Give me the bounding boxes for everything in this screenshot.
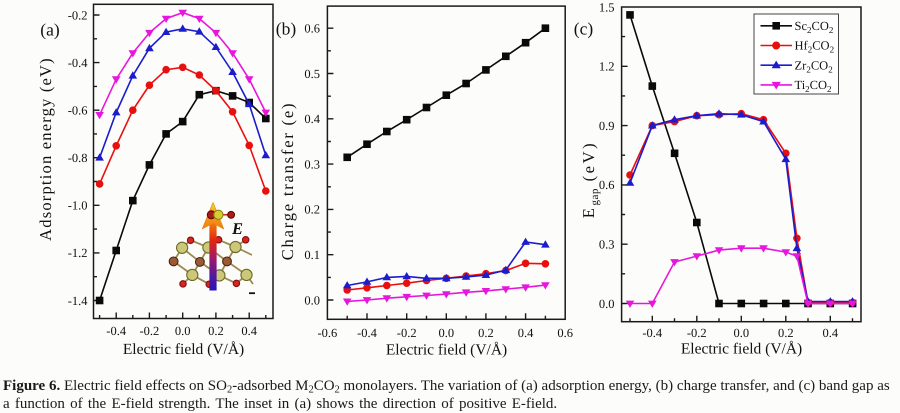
svg-text:0.2: 0.2: [208, 324, 224, 338]
svg-text:Ti2CO2: Ti2CO2: [795, 78, 832, 94]
svg-text:0.0: 0.0: [175, 324, 191, 338]
svg-text:0.2: 0.2: [778, 326, 794, 340]
svg-text:E: E: [231, 219, 243, 238]
svg-text:Charge transfer (e): Charge transfer (e): [278, 102, 297, 261]
svg-text:-0.6: -0.6: [68, 104, 88, 118]
svg-text:0.0: 0.0: [733, 326, 749, 340]
svg-text:Egap (eV): Egap (eV): [579, 141, 601, 218]
svg-text:(b): (b): [276, 19, 297, 39]
svg-text:Sc2CO2: Sc2CO2: [795, 19, 834, 35]
svg-text:-0.4: -0.4: [106, 324, 127, 338]
svg-text:Electric field (V/Å): Electric field (V/Å): [386, 342, 507, 359]
svg-text:-0.2: -0.2: [68, 8, 88, 22]
svg-text:-0.4: -0.4: [357, 326, 378, 340]
svg-text:-0.2: -0.2: [397, 326, 417, 340]
svg-text:0.4: 0.4: [518, 326, 534, 340]
svg-text:(c): (c): [574, 19, 594, 39]
svg-text:-1.4: -1.4: [68, 294, 89, 308]
svg-text:-1.0: -1.0: [68, 199, 88, 213]
svg-text:1.2: 1.2: [599, 60, 615, 74]
svg-text:0.0: 0.0: [438, 326, 454, 340]
svg-text:Hf2CO2: Hf2CO2: [795, 39, 835, 55]
svg-text:0.3: 0.3: [599, 238, 615, 252]
svg-text:-0.6: -0.6: [318, 326, 338, 340]
svg-text:0.1: 0.1: [304, 248, 320, 262]
svg-text:1.5: 1.5: [599, 0, 615, 14]
svg-text:-0.8: -0.8: [68, 151, 88, 165]
svg-text:-1.2: -1.2: [68, 246, 88, 260]
svg-text:-0.4: -0.4: [642, 326, 663, 340]
svg-text:-0.2: -0.2: [687, 326, 707, 340]
svg-text:0.0: 0.0: [304, 293, 320, 307]
svg-text:0.2: 0.2: [478, 326, 494, 340]
svg-text:0.4: 0.4: [241, 324, 257, 338]
svg-text:Electric field (V/Å): Electric field (V/Å): [681, 341, 802, 358]
svg-text:0.2: 0.2: [304, 203, 320, 217]
svg-text:-0.4: -0.4: [68, 56, 89, 70]
svg-text:Zr2CO2: Zr2CO2: [795, 58, 833, 74]
svg-text:0.6: 0.6: [599, 178, 615, 192]
svg-text:0.5: 0.5: [304, 67, 320, 81]
svg-text:0.4: 0.4: [304, 112, 320, 126]
svg-text:Electric field (V/Å): Electric field (V/Å): [123, 341, 244, 358]
svg-text:0.3: 0.3: [304, 157, 320, 171]
svg-text:-0.2: -0.2: [140, 324, 160, 338]
svg-text:(a): (a): [40, 20, 60, 40]
svg-text:0.9: 0.9: [599, 119, 615, 133]
svg-text:0.4: 0.4: [822, 326, 838, 340]
svg-text:0.0: 0.0: [599, 297, 615, 311]
svg-text:0.6: 0.6: [304, 22, 320, 36]
svg-text:Adsorption energy (eV): Adsorption energy (eV): [36, 57, 55, 241]
svg-text:0.6: 0.6: [557, 326, 573, 340]
